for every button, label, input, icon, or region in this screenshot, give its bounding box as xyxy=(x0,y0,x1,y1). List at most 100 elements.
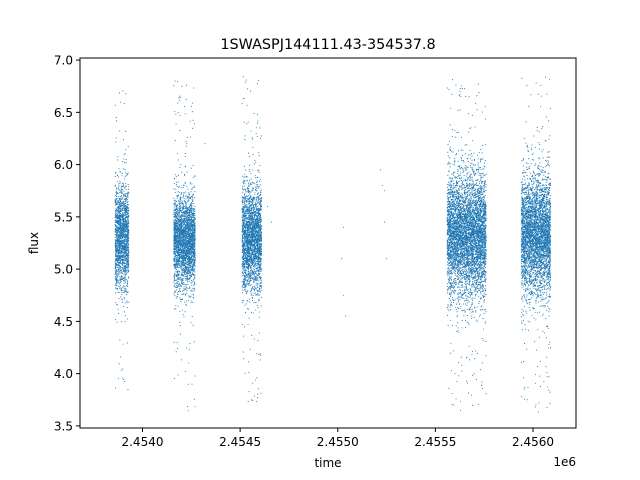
data-point xyxy=(119,271,121,273)
data-point xyxy=(175,245,177,247)
data-point xyxy=(174,202,177,205)
data-point xyxy=(116,275,118,277)
data-point xyxy=(124,258,126,260)
data-point xyxy=(175,297,177,299)
data-point xyxy=(191,289,193,291)
data-point xyxy=(178,213,180,215)
data-point xyxy=(189,215,191,217)
data-point xyxy=(123,205,125,207)
data-point xyxy=(256,187,258,190)
data-point xyxy=(116,240,118,242)
data-point xyxy=(120,229,122,231)
data-point xyxy=(128,215,130,217)
data-point xyxy=(193,249,195,251)
data-point xyxy=(127,193,129,195)
data-point xyxy=(174,241,176,243)
data-point xyxy=(182,280,184,282)
data-point xyxy=(177,112,179,114)
data-point xyxy=(186,276,188,278)
data-point xyxy=(127,245,129,247)
data-point xyxy=(177,254,180,256)
data-point xyxy=(193,274,195,276)
data-point xyxy=(173,377,175,380)
data-point xyxy=(181,191,183,194)
data-point xyxy=(120,205,123,207)
data-point xyxy=(122,257,124,259)
data-point xyxy=(191,271,193,273)
data-point xyxy=(117,242,119,244)
data-point xyxy=(127,270,130,272)
data-point xyxy=(116,216,118,218)
data-point xyxy=(179,240,182,242)
data-point xyxy=(187,410,189,412)
data-point xyxy=(127,263,129,265)
data-point xyxy=(180,229,182,232)
data-point xyxy=(173,341,175,343)
data-point xyxy=(119,281,121,283)
data-point xyxy=(176,265,178,267)
data-point xyxy=(116,304,118,306)
data-point xyxy=(173,252,175,254)
data-point xyxy=(183,239,185,241)
data-point xyxy=(194,238,196,240)
data-point xyxy=(192,272,194,274)
data-point xyxy=(121,228,123,230)
data-point xyxy=(183,293,185,295)
data-point xyxy=(114,292,117,294)
data-point xyxy=(180,238,182,240)
data-point xyxy=(123,253,125,255)
data-point xyxy=(178,207,180,209)
data-point xyxy=(183,208,185,210)
data-point xyxy=(179,205,181,207)
data-point xyxy=(121,254,123,256)
data-point xyxy=(117,231,119,233)
data-point xyxy=(187,275,189,277)
data-point xyxy=(174,268,176,270)
data-point xyxy=(176,216,178,218)
data-point xyxy=(115,302,117,304)
data-point xyxy=(182,248,184,250)
data-point xyxy=(115,287,117,289)
data-point xyxy=(123,244,125,246)
data-point xyxy=(126,256,128,258)
data-point xyxy=(118,200,120,202)
data-point xyxy=(185,243,187,245)
data-point xyxy=(123,265,125,267)
data-point xyxy=(125,206,127,208)
data-point xyxy=(194,277,196,279)
data-point xyxy=(177,212,179,215)
data-point xyxy=(173,210,175,212)
data-point xyxy=(116,174,118,177)
data-point xyxy=(186,213,188,216)
data-point xyxy=(174,259,176,261)
data-point xyxy=(188,192,190,194)
data-point xyxy=(183,290,185,292)
data-point xyxy=(118,260,120,262)
data-point xyxy=(174,191,176,193)
data-point xyxy=(178,273,180,276)
data-point xyxy=(115,250,117,252)
data-point xyxy=(123,296,125,299)
data-point xyxy=(124,268,126,270)
data-point xyxy=(183,250,185,252)
data-point xyxy=(122,343,124,345)
data-point xyxy=(177,374,179,376)
data-point xyxy=(181,221,183,223)
data-point xyxy=(114,216,116,218)
data-point xyxy=(128,233,130,235)
data-point xyxy=(187,209,189,211)
data-point xyxy=(118,214,120,217)
data-point xyxy=(188,362,190,364)
data-point xyxy=(175,113,177,115)
data-point xyxy=(176,235,178,237)
data-point xyxy=(173,228,175,230)
data-point xyxy=(124,250,126,252)
data-point xyxy=(124,221,126,223)
data-point xyxy=(182,242,184,244)
data-point xyxy=(126,253,128,255)
data-point xyxy=(191,383,193,385)
data-point xyxy=(174,237,176,239)
data-point xyxy=(127,216,129,218)
data-point xyxy=(175,256,177,258)
data-point xyxy=(118,184,120,186)
